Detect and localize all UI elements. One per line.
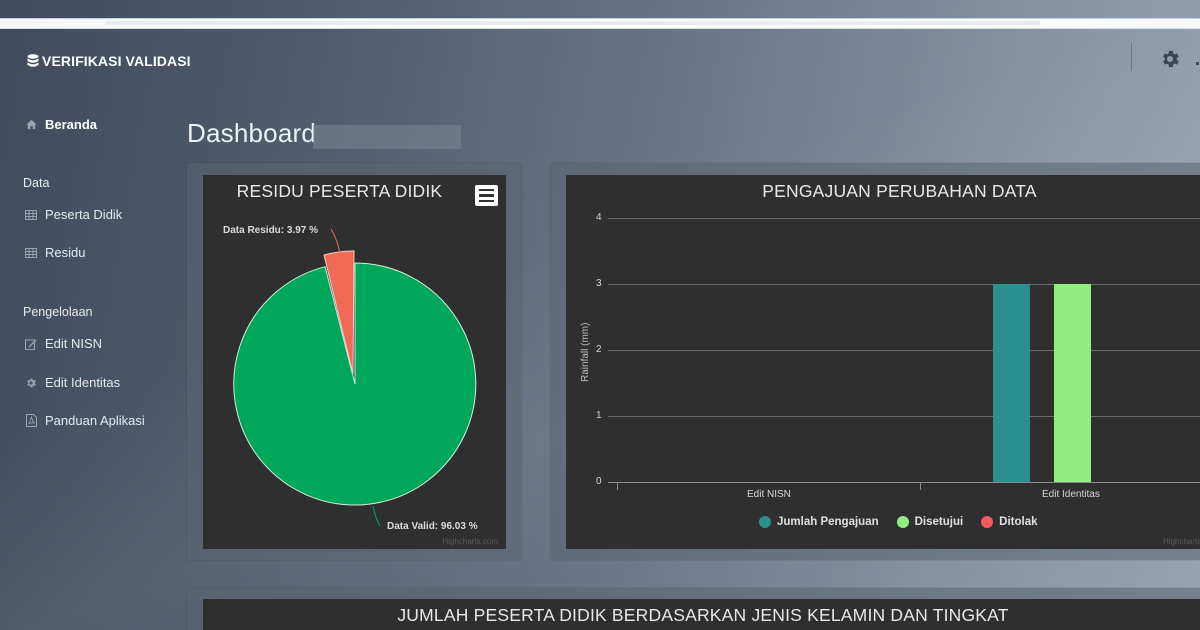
home-icon [25, 119, 37, 131]
grid-line [608, 218, 1200, 219]
sidebar-section-data: Data [23, 176, 50, 190]
brand-title: VERIFIKASI VALIDASI [42, 53, 191, 69]
legend-item-disetujui[interactable]: Disetujui [896, 516, 964, 528]
hamburger-menu-icon [479, 188, 494, 192]
bar-disetujui-edit-identitas[interactable] [1054, 284, 1091, 482]
x-axis-line [608, 482, 1200, 483]
chart-credits[interactable]: Highcharts.com [442, 537, 498, 546]
table-icon [25, 247, 37, 259]
gear-icon [25, 377, 37, 389]
y-tick: 4 [596, 212, 602, 223]
bar-chart-panel: PENGAJUAN PERUBAHAN DATA Rainfall (mm) 4… [550, 163, 1200, 560]
pie-slice-residu[interactable] [323, 250, 355, 375]
edit-icon [25, 338, 37, 350]
legend-dot-icon [759, 516, 771, 528]
x-tick [617, 482, 618, 490]
y-axis-title: Rainfall (mm) [580, 322, 591, 382]
sidebar-item-label: Edit NISN [45, 336, 103, 351]
bar-chart-title: PENGAJUAN PERUBAHAN DATA [762, 181, 1037, 201]
sidebar-item-label: Edit Identitas [45, 375, 121, 390]
residu-data-label: Data Residu: 3.97 % [223, 225, 319, 236]
sidebar-item-edit-nisn[interactable]: Edit NISN [25, 336, 102, 351]
valid-connector [372, 505, 381, 527]
settings-button[interactable] [1159, 48, 1181, 70]
sidebar-item-peserta-didik[interactable]: Peserta Didik [25, 207, 122, 222]
legend-label: Jumlah Pengajuan [777, 516, 879, 528]
y-tick: 2 [596, 344, 602, 355]
pie-svg [233, 228, 477, 527]
y-tick: 3 [596, 278, 602, 289]
chart-credits[interactable]: Highcharts.com [1163, 537, 1200, 546]
sidebar-item-residu[interactable]: Residu [25, 245, 85, 260]
brand-logo[interactable]: VERIFIKASI VALIDASI [27, 53, 191, 69]
sidebar-item-panduan-aplikasi[interactable]: Panduan Aplikasi [25, 413, 145, 428]
sidebar-item-label: Beranda [45, 117, 98, 132]
grid-line [608, 284, 1200, 285]
x-category-label: Edit Identitas [1042, 489, 1100, 500]
pie-chart: RESIDU PESERTA DIDIK Data Residu: 3.97 %… [203, 175, 506, 549]
x-tick [920, 482, 921, 490]
page-subtitle-placeholder [313, 125, 461, 149]
top-strip-inner [105, 21, 1040, 25]
sidebar-item-label: Peserta Didik [45, 207, 123, 222]
grid-line [608, 350, 1200, 351]
header-divider [1131, 43, 1132, 71]
bottom-chart: JUMLAH PESERTA DIDIK BERDASARKAN JENIS K… [203, 599, 1200, 630]
pie-slice-valid[interactable] [233, 262, 477, 506]
residu-connector [330, 228, 341, 254]
chart-menu-button[interactable] [475, 185, 498, 206]
valid-data-label: Data Valid: 96.03 % [387, 521, 478, 532]
user-menu-partial[interactable] [1196, 56, 1200, 66]
x-category-label: Edit NISN [747, 489, 791, 500]
pie-chart-title: RESIDU PESERTA DIDIK [236, 181, 443, 201]
pdf-file-icon [25, 414, 37, 427]
pie-chart-panel: RESIDU PESERTA DIDIK Data Residu: 3.97 %… [187, 163, 522, 560]
top-browser-strip [0, 18, 1200, 29]
y-tick: 0 [596, 476, 602, 487]
gear-icon [1163, 50, 1179, 68]
legend-label: Ditolak [999, 516, 1038, 528]
chart-legend: Jumlah Pengajuan Disetujui Ditolak [759, 516, 1038, 528]
sidebar-section-pengelolaan: Pengelolaan [23, 305, 93, 319]
hamburger-line [479, 199, 494, 203]
page-title: Dashboard [187, 118, 316, 148]
bar-chart: PENGAJUAN PERUBAHAN DATA Rainfall (mm) 4… [566, 175, 1200, 549]
legend-dot-icon [896, 516, 909, 528]
bottom-chart-title: JUMLAH PESERTA DIDIK BERDASARKAN JENIS K… [397, 605, 1009, 625]
legend-item-jumlah-pengajuan[interactable]: Jumlah Pengajuan [759, 516, 879, 528]
bottom-chart-panel: JUMLAH PESERTA DIDIK BERDASARKAN JENIS K… [187, 588, 1200, 630]
hamburger-line [479, 194, 494, 197]
table-icon [25, 209, 37, 221]
legend-label: Disetujui [914, 516, 964, 528]
y-tick: 1 [596, 410, 602, 421]
grid-line [608, 416, 1200, 417]
bar-jumlah-pengajuan-edit-identitas[interactable] [993, 284, 1030, 482]
legend-item-ditolak[interactable]: Ditolak [981, 516, 1038, 528]
legend-dot-icon [981, 516, 994, 528]
sidebar-item-label: Residu [45, 245, 86, 260]
sidebar-item-edit-identitas[interactable]: Edit Identitas [25, 375, 120, 390]
sidebar-item-beranda[interactable]: Beranda [25, 117, 97, 132]
sidebar-item-label: Panduan Aplikasi [45, 413, 145, 428]
database-icon [27, 53, 39, 67]
